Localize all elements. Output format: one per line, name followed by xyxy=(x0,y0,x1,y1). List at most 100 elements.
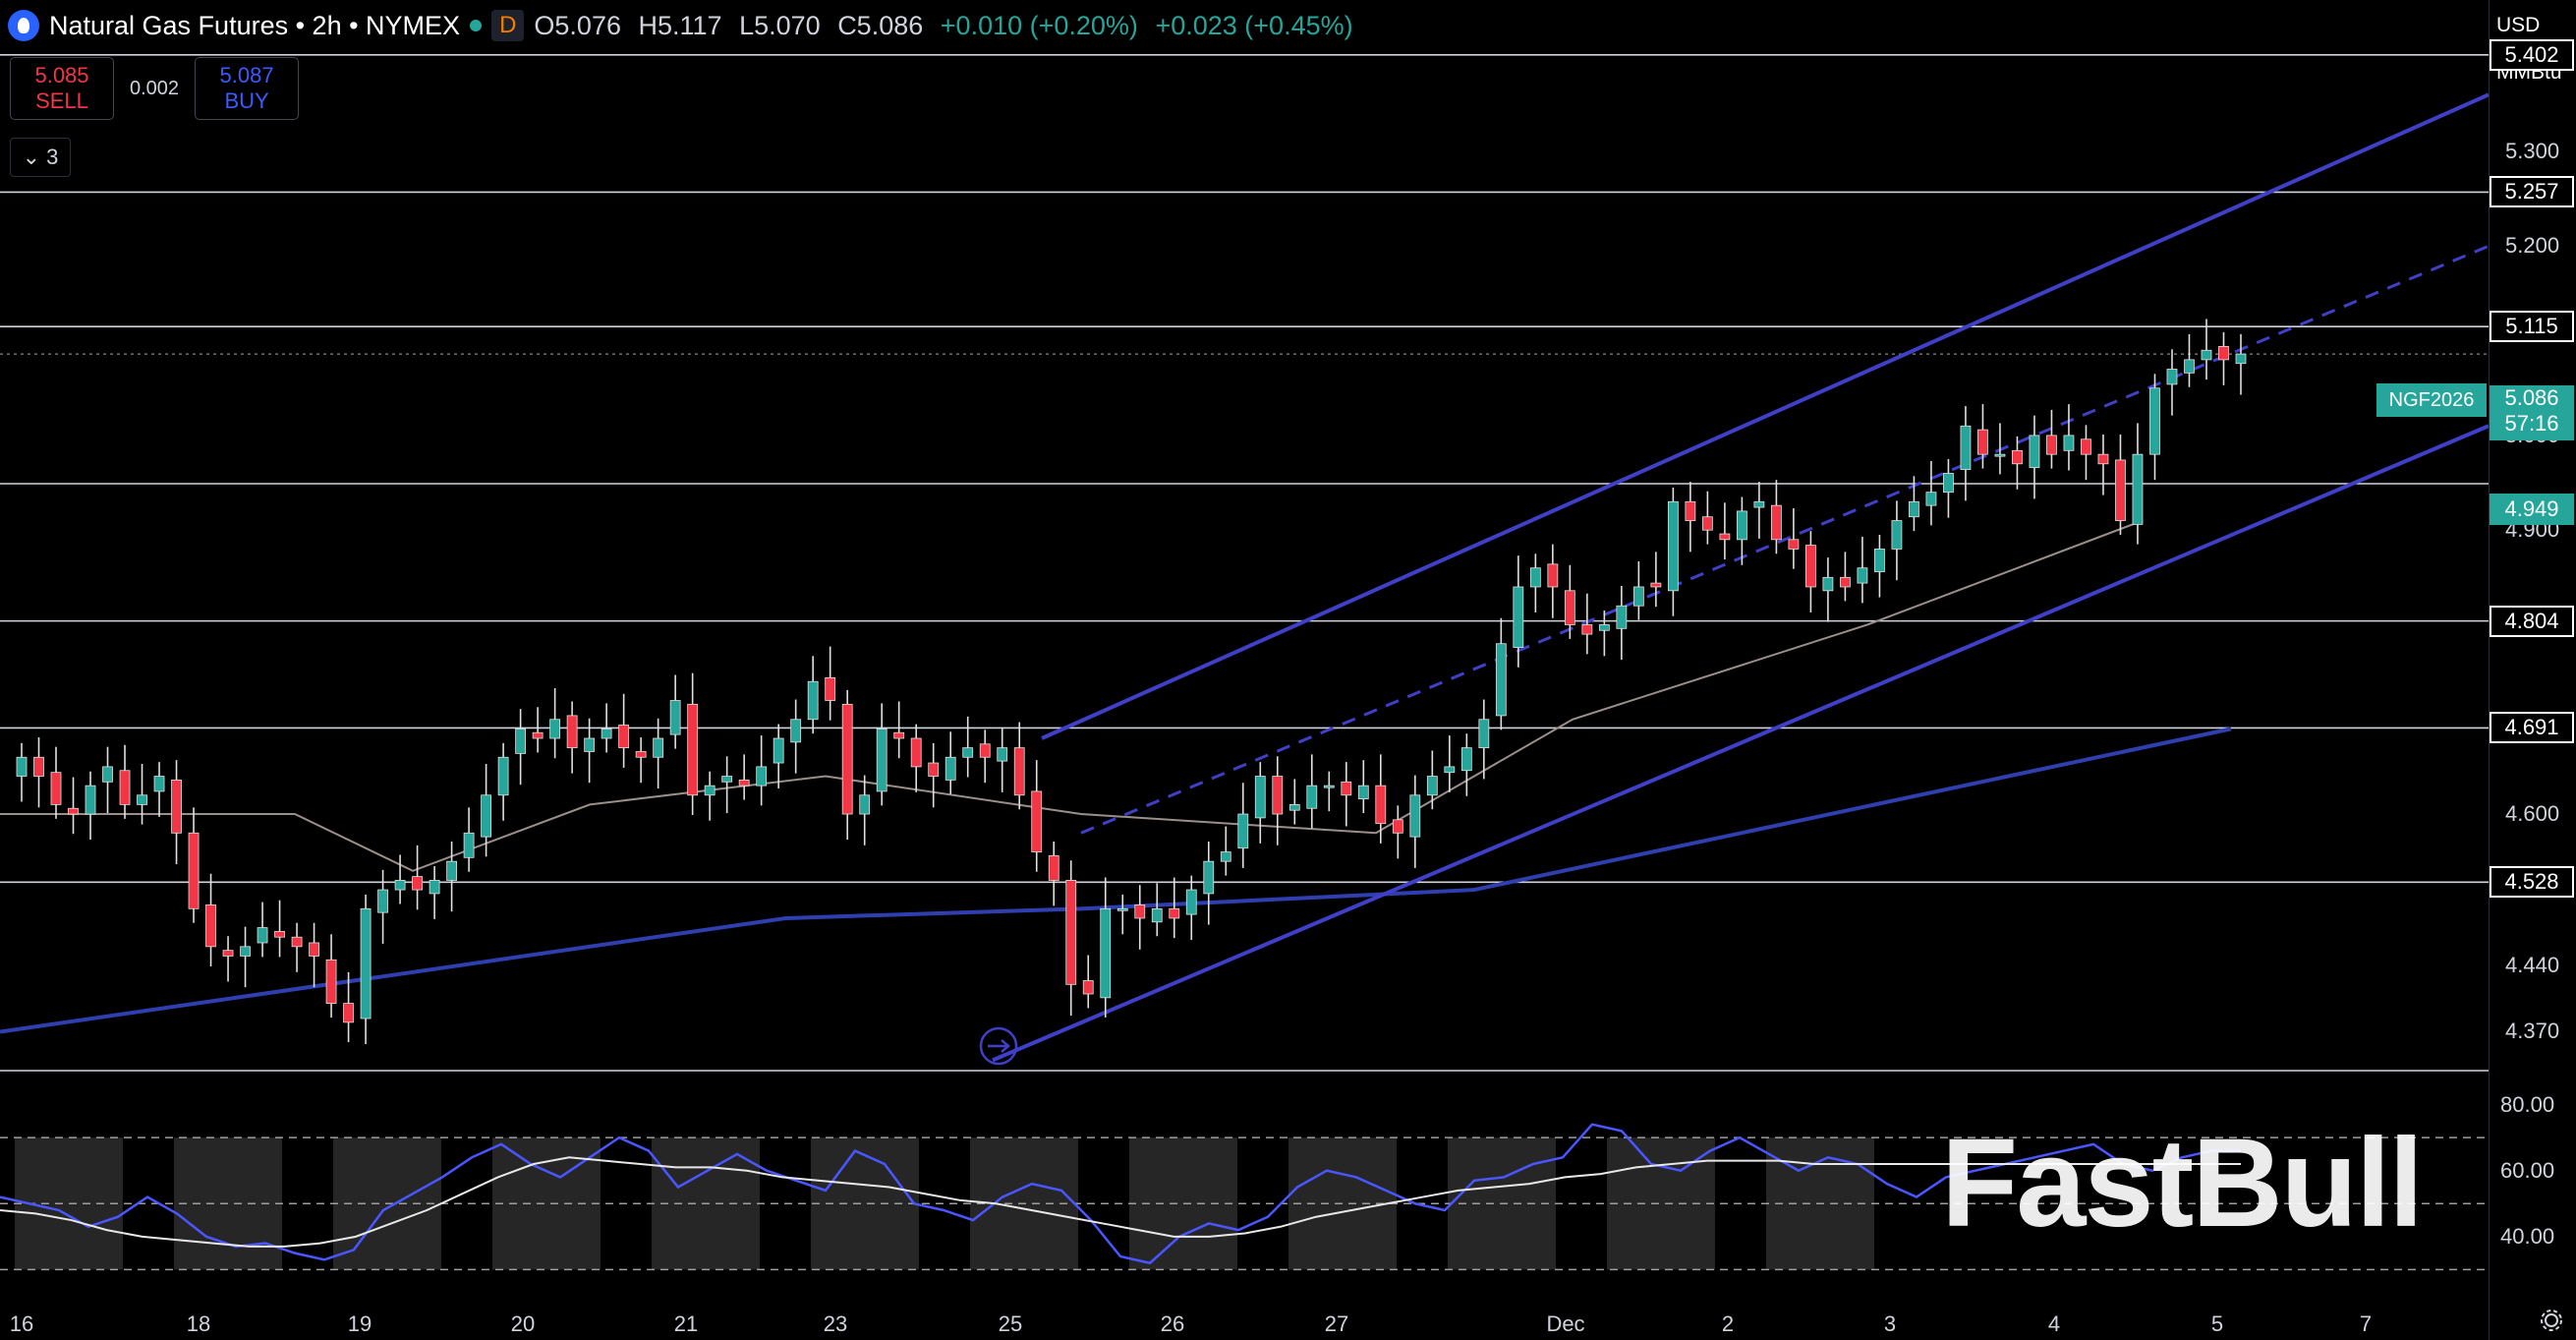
candle-body xyxy=(1994,453,2006,457)
candle-body xyxy=(825,676,836,701)
candle xyxy=(394,854,406,904)
time-tick-label: 16 xyxy=(9,1311,34,1336)
candle xyxy=(1151,883,1163,937)
candle-body xyxy=(1736,510,1747,541)
candle xyxy=(2012,436,2023,490)
candle xyxy=(1100,877,1112,1019)
level-price-label: 4.804 xyxy=(2490,605,2574,637)
candle xyxy=(274,900,285,958)
currency-label[interactable]: USD xyxy=(2496,14,2541,36)
candle-body xyxy=(910,737,922,768)
candle-body xyxy=(137,794,147,805)
candle xyxy=(1840,552,1851,602)
candle xyxy=(343,971,354,1043)
candle xyxy=(928,742,940,808)
candle-body xyxy=(50,772,62,805)
candle-body xyxy=(1805,545,1816,588)
candle xyxy=(1013,722,1025,810)
candle xyxy=(1031,760,1043,872)
indicators-count: 3 xyxy=(46,145,59,169)
candle xyxy=(1685,482,1696,553)
candle-body xyxy=(549,719,561,739)
candle-body xyxy=(2201,349,2212,361)
candle-body xyxy=(1306,785,1318,809)
candle-body xyxy=(1031,790,1043,852)
candle-body xyxy=(2132,453,2144,525)
buy-label: BUY xyxy=(224,88,269,113)
current-price-label: 5.086 57:16 xyxy=(2490,385,2574,440)
candle xyxy=(876,703,887,806)
rsi-tick-label: 80.00 xyxy=(2500,1091,2555,1117)
candle xyxy=(171,760,182,865)
candle-body xyxy=(153,776,165,792)
price-tick-label: 5.200 xyxy=(2505,233,2560,259)
candle-body xyxy=(945,756,956,781)
candle xyxy=(1306,754,1318,829)
candle xyxy=(859,775,871,845)
candle xyxy=(1805,531,1816,612)
candle-body xyxy=(343,1003,354,1023)
interval-badge[interactable]: D xyxy=(491,10,525,41)
symbol-title[interactable]: Natural Gas Futures • 2h • NYMEX xyxy=(49,10,461,40)
candle xyxy=(2046,409,2057,469)
candles xyxy=(16,319,2247,1045)
candle xyxy=(1977,404,1988,469)
candle xyxy=(2149,374,2160,481)
candle-body xyxy=(1409,794,1421,838)
sell-price: 5.085 xyxy=(34,63,89,87)
indicators-toggle[interactable]: ⌄ 3 xyxy=(10,138,71,177)
candle-body xyxy=(463,832,475,858)
candle-body xyxy=(325,959,337,1005)
candle-body xyxy=(756,766,768,787)
price-axis[interactable] xyxy=(2489,0,2576,1340)
price-chart[interactable] xyxy=(0,0,2489,1340)
gas-flame-icon xyxy=(8,10,39,41)
level-price-label: 5.402 xyxy=(2490,38,2574,71)
candle xyxy=(1667,487,1679,616)
time-tick-label: 25 xyxy=(998,1311,1023,1336)
candle xyxy=(33,737,44,808)
candle xyxy=(2132,423,2144,545)
candle-body xyxy=(2218,345,2229,361)
sell-button[interactable]: 5.085 SELL xyxy=(10,57,114,120)
drawing-anchor-icon[interactable] xyxy=(979,1026,1018,1066)
candle xyxy=(825,646,836,721)
candle-body xyxy=(188,832,200,909)
candle-body xyxy=(669,700,681,735)
candle xyxy=(2081,425,2091,481)
time-tick-label: 26 xyxy=(1160,1311,1185,1336)
candle xyxy=(1701,491,1713,545)
candle-body xyxy=(240,946,251,957)
candle-body xyxy=(2012,449,2023,465)
candle-body xyxy=(1392,819,1403,834)
candle xyxy=(893,701,905,759)
candle xyxy=(1341,762,1352,827)
gear-icon[interactable] xyxy=(2539,1308,2564,1333)
level-price-label: 5.115 xyxy=(2490,311,2574,343)
candle xyxy=(1203,841,1215,925)
candle xyxy=(669,674,681,749)
candle xyxy=(1185,875,1197,941)
candle xyxy=(2218,331,2229,385)
candle xyxy=(1323,771,1335,812)
rsi-tick-label: 60.00 xyxy=(2500,1157,2555,1183)
candle xyxy=(790,699,802,774)
candle-body xyxy=(1529,567,1541,588)
candle-body xyxy=(2184,359,2195,374)
candle xyxy=(635,737,647,784)
candle xyxy=(738,754,750,800)
candle xyxy=(1736,496,1747,565)
candle-body xyxy=(205,904,216,948)
candle-body xyxy=(566,715,578,749)
candle xyxy=(997,728,1008,792)
symbol-tag: NGF2026 xyxy=(2376,383,2487,417)
candle xyxy=(1547,544,1559,618)
candle xyxy=(222,936,234,982)
candle-body xyxy=(1444,766,1456,774)
candle xyxy=(50,746,62,819)
candle xyxy=(532,707,544,753)
buy-button[interactable]: 5.087 BUY xyxy=(195,57,300,120)
candle-body xyxy=(257,927,268,944)
candle-body xyxy=(876,728,887,792)
moving-average-blue xyxy=(0,727,2232,1034)
